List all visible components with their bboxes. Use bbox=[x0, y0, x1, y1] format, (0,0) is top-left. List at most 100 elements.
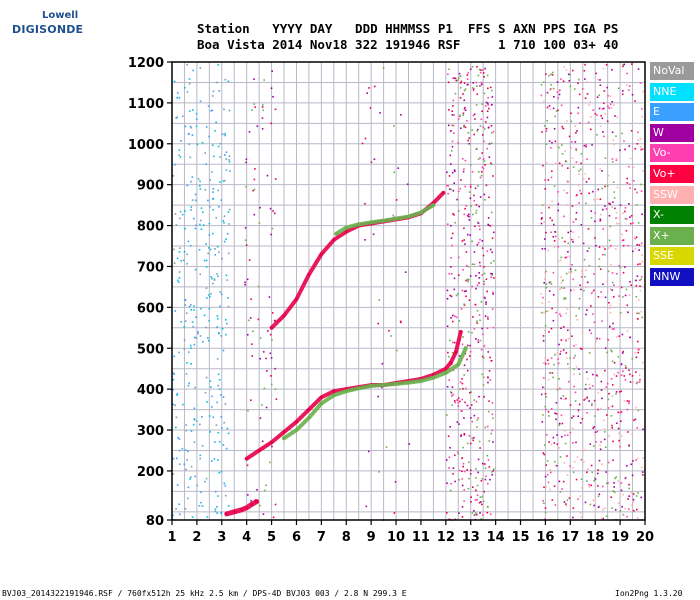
noise-dot-high bbox=[602, 67, 605, 70]
noise-dot-high bbox=[615, 393, 617, 395]
noise-dot-high bbox=[541, 421, 544, 423]
noise-dot-high bbox=[569, 357, 571, 359]
noise-dot-high bbox=[554, 412, 556, 414]
noise-dot-low bbox=[205, 126, 208, 128]
noise-dot-high bbox=[542, 335, 545, 337]
noise-dot-low bbox=[175, 426, 177, 429]
noise-dot-high bbox=[467, 331, 470, 333]
noise-dot-high bbox=[585, 181, 588, 183]
noise-dot bbox=[252, 189, 254, 192]
noise-dot-high bbox=[491, 237, 494, 240]
noise-dot-high bbox=[578, 173, 580, 175]
noise-dot-high bbox=[557, 209, 560, 212]
noise-dot-high bbox=[547, 179, 550, 181]
noise-dot-high bbox=[614, 207, 616, 210]
noise-dot-low bbox=[208, 234, 211, 237]
noise-dot-low bbox=[205, 477, 208, 480]
noise-dot-high bbox=[567, 242, 570, 245]
noise-dot bbox=[365, 505, 368, 508]
noise-dot-high bbox=[556, 434, 558, 436]
noise-dot-high bbox=[451, 404, 453, 407]
noise-dot-high bbox=[557, 358, 559, 360]
noise-dot-low bbox=[216, 245, 219, 248]
noise-dot-high bbox=[475, 477, 477, 479]
noise-dot-high bbox=[480, 501, 482, 503]
noise-dot bbox=[395, 199, 398, 201]
noise-dot-high bbox=[635, 356, 638, 359]
noise-dot-high bbox=[450, 272, 453, 275]
noise-dot-high bbox=[477, 339, 479, 341]
noise-dot bbox=[247, 494, 249, 496]
noise-dot-high bbox=[456, 399, 459, 401]
noise-dot-high bbox=[630, 284, 632, 286]
noise-dot-low bbox=[186, 63, 188, 66]
noise-dot-high bbox=[559, 350, 562, 353]
noise-dot-high bbox=[609, 311, 612, 314]
noise-dot-high bbox=[554, 162, 557, 165]
y-tick-label: 700 bbox=[137, 260, 164, 275]
noise-dot-high bbox=[613, 143, 615, 146]
noise-dot-low bbox=[225, 151, 228, 153]
noise-dot-high bbox=[613, 491, 616, 494]
noise-dot-high bbox=[637, 492, 639, 494]
noise-dot-high bbox=[579, 421, 582, 424]
noise-dot-high bbox=[635, 204, 638, 206]
noise-dot-high bbox=[467, 265, 470, 268]
noise-dot-high bbox=[594, 63, 596, 65]
noise-dot-high bbox=[478, 68, 481, 71]
noise-dot-high bbox=[454, 454, 456, 457]
noise-dot-high bbox=[617, 222, 620, 225]
noise-dot-high bbox=[481, 478, 484, 480]
noise-dot-high bbox=[565, 397, 567, 400]
noise-dot-low bbox=[205, 287, 208, 289]
noise-dot-high bbox=[486, 110, 489, 112]
noise-dot-low bbox=[185, 312, 188, 315]
noise-dot-high bbox=[487, 217, 490, 219]
noise-dot-high bbox=[491, 429, 494, 432]
noise-dot-high bbox=[613, 373, 616, 376]
noise-dot-high bbox=[634, 236, 636, 239]
noise-dot-high bbox=[619, 204, 622, 206]
noise-dot-high bbox=[593, 477, 596, 479]
noise-dot-high bbox=[446, 482, 448, 484]
noise-dot-low bbox=[222, 180, 225, 182]
noise-dot-high bbox=[551, 141, 553, 144]
noise-dot-high bbox=[471, 240, 473, 243]
noise-dot-high bbox=[544, 405, 547, 408]
noise-dot-low bbox=[176, 96, 179, 99]
noise-dot-high bbox=[468, 355, 471, 357]
noise-dot-low bbox=[217, 332, 220, 334]
noise-dot-high bbox=[453, 77, 456, 79]
x-tick-label: 18 bbox=[586, 530, 604, 545]
noise-dot-high bbox=[609, 95, 612, 97]
noise-dot-high bbox=[562, 127, 564, 130]
noise-dot-high bbox=[447, 351, 449, 354]
noise-dot-high bbox=[634, 100, 636, 102]
noise-dot-high bbox=[476, 309, 479, 312]
noise-dot bbox=[259, 417, 262, 419]
noise-dot-high bbox=[477, 471, 479, 474]
noise-dot-high bbox=[640, 242, 643, 245]
noise-dot-high bbox=[619, 509, 622, 512]
noise-dot-high bbox=[637, 348, 640, 351]
noise-dot-high bbox=[469, 197, 472, 199]
noise-dot-high bbox=[489, 379, 492, 381]
noise-dot-high bbox=[599, 79, 601, 81]
noise-dot-high bbox=[461, 484, 464, 487]
noise-dot-high bbox=[597, 495, 600, 498]
noise-dot-low bbox=[194, 386, 197, 389]
noise-dot-high bbox=[584, 78, 586, 80]
noise-dot-high bbox=[564, 240, 566, 243]
noise-dot-high bbox=[552, 376, 554, 379]
noise-dot-high bbox=[621, 93, 624, 96]
noise-dot-high bbox=[609, 304, 612, 307]
noise-dot-low bbox=[181, 447, 184, 450]
noise-dot-low bbox=[205, 243, 207, 245]
noise-dot bbox=[269, 333, 272, 336]
noise-dot-high bbox=[544, 203, 546, 206]
noise-dot-high bbox=[476, 284, 479, 287]
noise-dot-low bbox=[222, 219, 225, 222]
noise-dot-high bbox=[563, 501, 566, 503]
noise-dot-low bbox=[181, 213, 184, 216]
noise-dot-low bbox=[190, 430, 193, 432]
